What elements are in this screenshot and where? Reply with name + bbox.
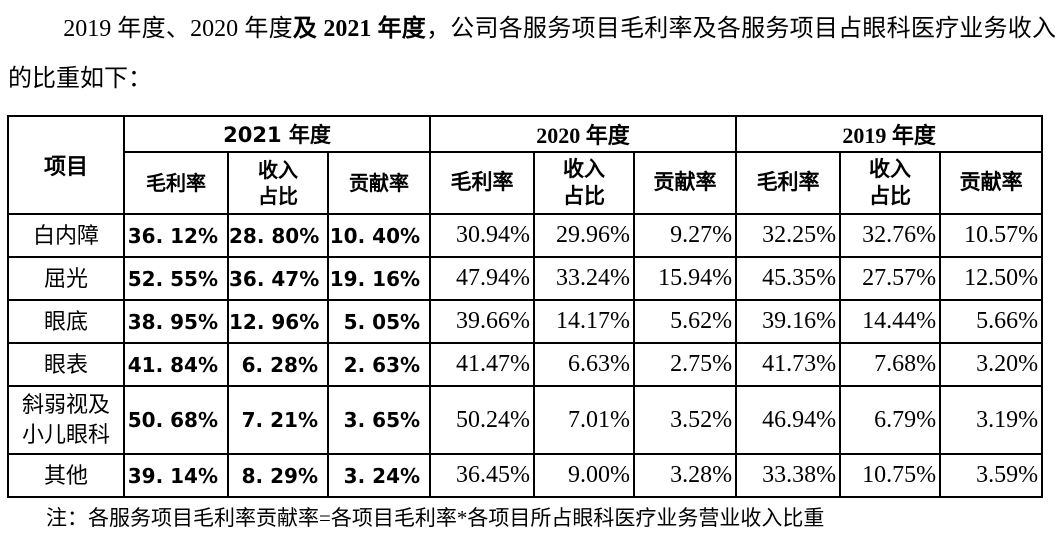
cell-2020-gross-margin: 41.47% bbox=[429, 342, 536, 387]
sub-header-2019-gross-margin: 毛利率 bbox=[735, 151, 842, 215]
intro-text-start: 2019 年度、2020 年度 bbox=[63, 16, 293, 42]
table-footnote: 注：各服务项目毛利率贡献率=各项目毛利率*各项目所占眼科医疗业务营业收入比重 bbox=[46, 506, 825, 530]
cell-2021-revenue-share: 7. 21% bbox=[227, 385, 329, 455]
table-row-fundus: 眼底 38. 95% 12. 96% 5. 05% 39.66% 14.17% … bbox=[7, 299, 1044, 344]
intro-text-bold-2021: 及 2021 年度 bbox=[292, 16, 427, 42]
cell-2021-gross-margin: 38. 95% bbox=[123, 299, 229, 344]
project-cell: 眼表 bbox=[7, 342, 125, 387]
gross-margin-table: 项目 2021 年度 2020 年度 2019 年度 毛利率 收入占比 贡献率 … bbox=[7, 115, 1044, 498]
cell-2020-contribution: 5.62% bbox=[633, 299, 738, 344]
sub-header-2020-revenue-share-text: 收入占比 bbox=[563, 156, 606, 208]
cell-2021-contribution: 3. 24% bbox=[326, 453, 432, 498]
cell-2019-gross-margin: 39.16% bbox=[735, 299, 842, 344]
sub-header-2019-revenue-share-text: 收入占比 bbox=[869, 156, 912, 208]
document-page: 2019 年度、2020 年度及 2021 年度，公司各服务项目毛利率及各服务项… bbox=[0, 4, 1064, 556]
cell-2020-contribution: 3.52% bbox=[633, 385, 738, 455]
project-name: 眼表 bbox=[43, 351, 88, 377]
column-header-project: 项目 bbox=[7, 115, 125, 215]
cell-2021-revenue-share: 6. 28% bbox=[227, 342, 329, 387]
intro-text-end: ，公司各服务项目毛利率及各服务项目占眼科医疗业务收入的比重如下： bbox=[8, 16, 1057, 92]
cell-2019-contribution: 3.59% bbox=[939, 453, 1044, 498]
cell-2020-contribution: 15.94% bbox=[633, 256, 738, 301]
project-cell: 斜弱视及小儿眼科 bbox=[7, 385, 125, 455]
cell-2019-contribution: 10.57% bbox=[939, 213, 1044, 258]
table-row-other: 其他 39. 14% 8. 29% 3. 24% 36.45% 9.00% 3.… bbox=[7, 453, 1044, 498]
cell-2019-contribution: 12.50% bbox=[939, 256, 1044, 301]
sub-header-2021-contribution: 贡献率 bbox=[326, 151, 432, 215]
cell-2019-gross-margin: 45.35% bbox=[735, 256, 842, 301]
project-name: 眼底 bbox=[43, 308, 88, 334]
project-name: 白内障 bbox=[32, 222, 99, 248]
table-row-strabismus-pediatric: 斜弱视及小儿眼科 50. 68% 7. 21% 3. 65% 50.24% 7.… bbox=[7, 385, 1044, 455]
cell-2020-contribution: 3.28% bbox=[633, 453, 738, 498]
cell-2019-gross-margin: 46.94% bbox=[735, 385, 842, 455]
cell-2021-revenue-share: 28. 80% bbox=[227, 213, 329, 258]
table-row-cataract: 白内障 36. 12% 28. 80% 10. 40% 30.94% 29.96… bbox=[7, 213, 1044, 258]
cell-2019-revenue-share: 6.79% bbox=[839, 385, 942, 455]
project-cell: 眼底 bbox=[7, 299, 125, 344]
cell-2021-contribution: 10. 40% bbox=[326, 213, 432, 258]
cell-2019-contribution: 3.20% bbox=[939, 342, 1044, 387]
cell-2020-revenue-share: 9.00% bbox=[533, 453, 636, 498]
cell-2021-gross-margin: 41. 84% bbox=[123, 342, 229, 387]
sub-header-2020-revenue-share: 收入占比 bbox=[533, 151, 636, 215]
cell-2021-revenue-share: 12. 96% bbox=[227, 299, 329, 344]
project-cell: 其他 bbox=[7, 453, 125, 498]
year-header-2020: 2020 年度 bbox=[429, 115, 738, 153]
cell-2019-revenue-share: 10.75% bbox=[839, 453, 942, 498]
cell-2021-contribution: 2. 63% bbox=[326, 342, 432, 387]
sub-header-2019-revenue-share: 收入占比 bbox=[839, 151, 942, 215]
cell-2021-contribution: 5. 05% bbox=[326, 299, 432, 344]
cell-2019-gross-margin: 33.38% bbox=[735, 453, 842, 498]
cell-2020-revenue-share: 6.63% bbox=[533, 342, 636, 387]
cell-2021-revenue-share: 8. 29% bbox=[227, 453, 329, 498]
cell-2019-gross-margin: 32.25% bbox=[735, 213, 842, 258]
cell-2020-revenue-share: 7.01% bbox=[533, 385, 636, 455]
year-header-2019: 2019 年度 bbox=[735, 115, 1044, 153]
year-header-2021: 2021 年度 bbox=[122, 115, 432, 153]
project-name: 屈光 bbox=[43, 265, 88, 291]
cell-2021-gross-margin: 39. 14% bbox=[123, 453, 229, 498]
cell-2021-gross-margin: 52. 55% bbox=[123, 256, 229, 301]
project-cell: 屈光 bbox=[7, 256, 125, 301]
cell-2019-gross-margin: 41.73% bbox=[735, 342, 842, 387]
project-cell: 白内障 bbox=[7, 213, 125, 258]
cell-2019-revenue-share: 14.44% bbox=[839, 299, 942, 344]
table-sub-header-row: 毛利率 收入占比 贡献率 毛利率 收入占比 贡献率 毛利率 收入占比 贡献率 bbox=[8, 151, 1044, 215]
cell-2021-gross-margin: 36. 12% bbox=[123, 213, 229, 258]
cell-2019-revenue-share: 7.68% bbox=[839, 342, 942, 387]
cell-2020-gross-margin: 47.94% bbox=[429, 256, 536, 301]
table-row-ocular-surface: 眼表 41. 84% 6. 28% 2. 63% 41.47% 6.63% 2.… bbox=[7, 342, 1044, 387]
cell-2021-contribution: 3. 65% bbox=[326, 385, 432, 455]
cell-2020-gross-margin: 50.24% bbox=[429, 385, 536, 455]
cell-2020-revenue-share: 33.24% bbox=[533, 256, 636, 301]
cell-2019-revenue-share: 32.76% bbox=[839, 213, 942, 258]
cell-2020-gross-margin: 36.45% bbox=[429, 453, 536, 498]
cell-2020-contribution: 9.27% bbox=[633, 213, 738, 258]
cell-2021-gross-margin: 50. 68% bbox=[123, 385, 229, 455]
cell-2019-contribution: 3.19% bbox=[939, 385, 1044, 455]
intro-paragraph: 2019 年度、2020 年度及 2021 年度，公司各服务项目毛利率及各服务项… bbox=[8, 4, 1056, 104]
sub-header-2019-contribution: 贡献率 bbox=[939, 151, 1044, 215]
cell-2021-revenue-share: 36. 47% bbox=[227, 256, 329, 301]
cell-2019-contribution: 5.66% bbox=[939, 299, 1044, 344]
cell-2020-revenue-share: 14.17% bbox=[533, 299, 636, 344]
cell-2021-contribution: 19. 16% bbox=[326, 256, 432, 301]
cell-2020-gross-margin: 39.66% bbox=[429, 299, 536, 344]
cell-2020-contribution: 2.75% bbox=[633, 342, 738, 387]
sub-header-2021-gross-margin: 毛利率 bbox=[123, 151, 229, 215]
table-row-refractive: 屈光 52. 55% 36. 47% 19. 16% 47.94% 33.24%… bbox=[7, 256, 1044, 301]
sub-header-2020-contribution: 贡献率 bbox=[633, 151, 738, 215]
cell-2020-revenue-share: 29.96% bbox=[533, 213, 636, 258]
sub-header-2021-revenue-share: 收入占比 bbox=[227, 151, 329, 215]
cell-2020-gross-margin: 30.94% bbox=[429, 213, 536, 258]
sub-header-2020-gross-margin: 毛利率 bbox=[429, 151, 536, 215]
project-name: 斜弱视及小儿眼科 bbox=[21, 392, 110, 447]
sub-header-2021-revenue-share-text: 收入占比 bbox=[258, 158, 298, 208]
table-year-header-row: 项目 2021 年度 2020 年度 2019 年度 bbox=[7, 115, 1044, 215]
cell-2019-revenue-share: 27.57% bbox=[839, 256, 942, 301]
project-name: 其他 bbox=[43, 462, 88, 488]
